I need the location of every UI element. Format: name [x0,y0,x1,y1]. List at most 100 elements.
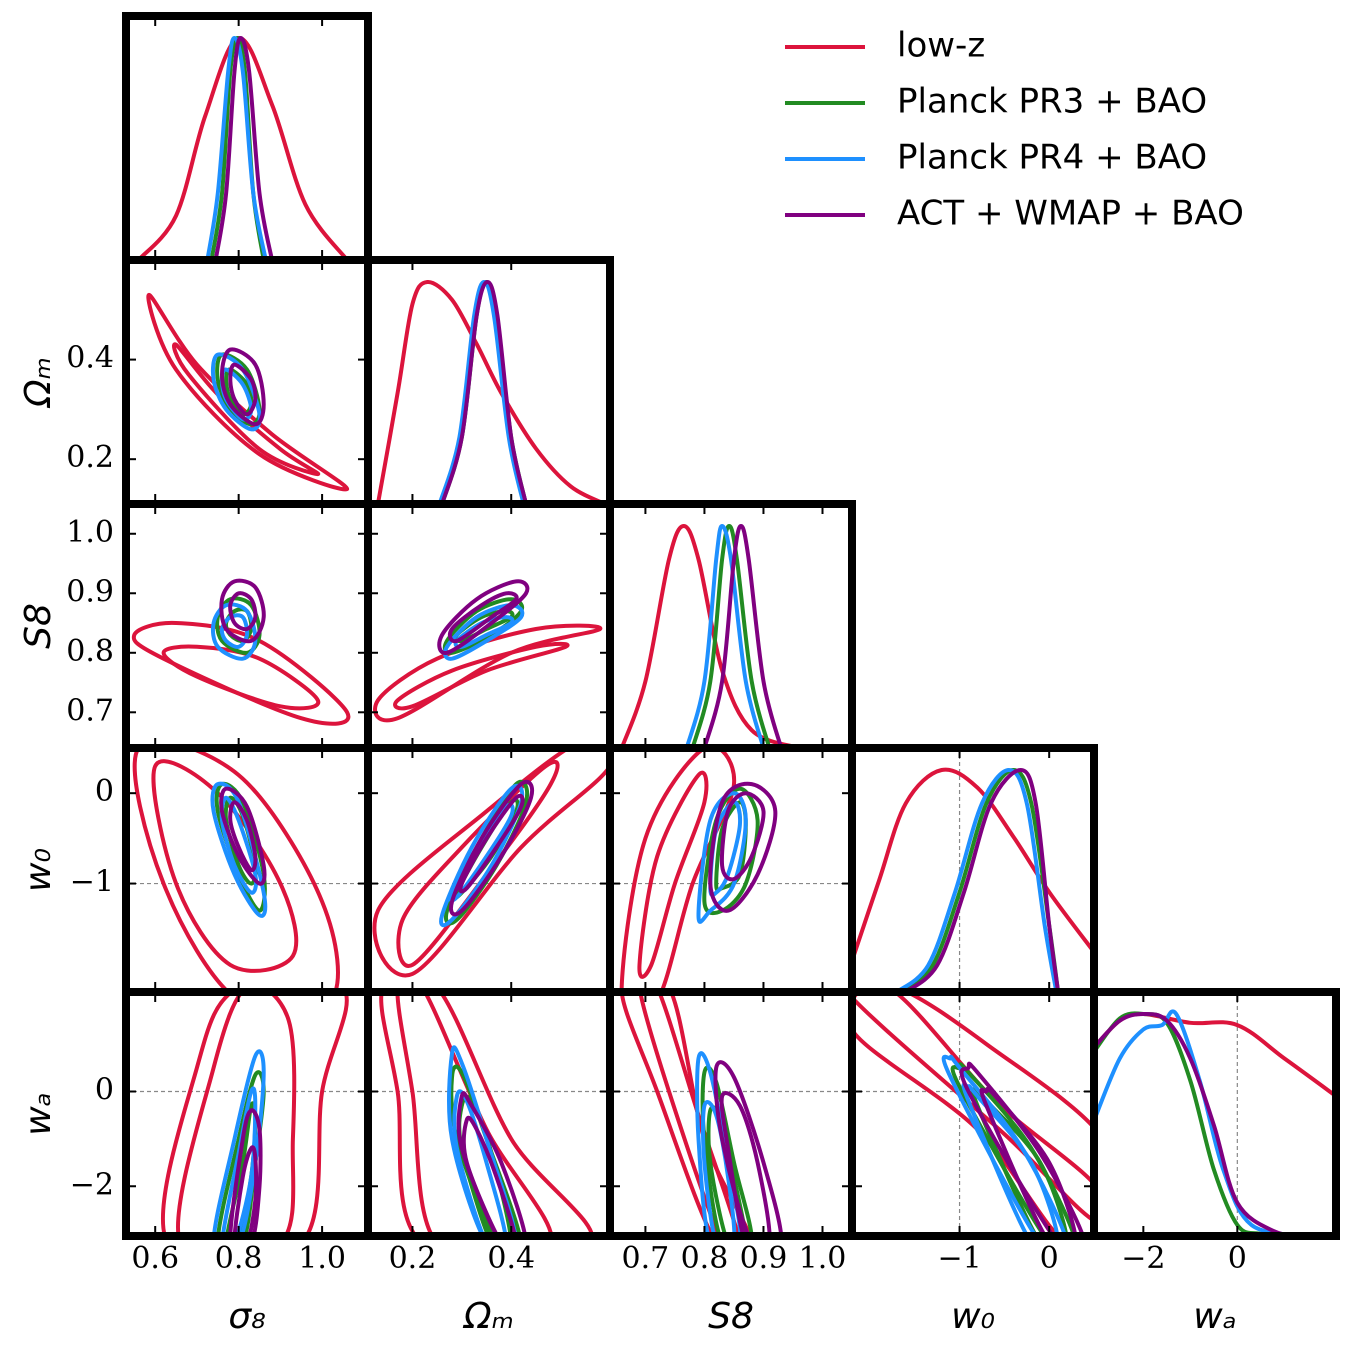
x-tick-label: 0.8 [215,1241,263,1276]
y-tick-label: −2 [70,1167,114,1202]
contour [211,1049,266,1236]
contour [228,800,258,873]
contour [696,791,748,924]
panel [610,748,852,992]
contour [695,1051,743,1236]
x-tick-label: 0.7 [622,1241,670,1276]
contour [437,579,530,655]
y-axis-label: Ωₘ [18,357,59,409]
contour [146,292,350,492]
contour [637,770,709,979]
contour [719,1091,772,1236]
x-tick-label: 0.8 [681,1241,729,1276]
marginal-curve [904,767,1061,992]
y-axis-label: wₐ [18,1092,59,1136]
marginal-curve [702,523,784,748]
contour [638,992,741,1236]
legend-label: ACT + WMAP + BAO [897,194,1244,234]
contour [979,1086,1078,1236]
contour [219,578,266,644]
x-axis-label: wₐ [1193,1296,1237,1337]
y-axis-label: w₀ [18,848,59,892]
contour [448,779,534,917]
contour [219,786,267,886]
x-tick-label: 0.4 [487,1241,535,1276]
panel [619,523,800,748]
y-tick-label: 0.7 [66,693,114,728]
y-tick-label: 1.0 [66,515,114,550]
x-tick-label: 0 [1228,1241,1247,1276]
contour [447,591,519,644]
y-tick-label: 0 [95,1072,114,1107]
contour [393,641,570,711]
x-tick-label: −2 [1121,1241,1165,1276]
contour [456,1091,528,1236]
contour [160,992,349,1236]
contour [228,1108,263,1236]
panel [368,992,610,1236]
panel [136,35,349,260]
contour [210,602,258,661]
contour [215,596,262,655]
marginal-curve [1094,1009,1309,1236]
panel [610,992,852,1236]
contour [961,1082,1060,1236]
x-axis-label: Ωₘ [462,1296,514,1337]
marginal-curve [895,767,1059,992]
panel [375,279,607,504]
contour [461,1115,517,1236]
x-tick-label: 0.6 [131,1241,179,1276]
contour [372,748,610,978]
contour [219,613,250,649]
panel [146,292,350,492]
contour [210,781,268,918]
x-axis-label: σ₈ [228,1296,265,1337]
contour [950,1062,1077,1236]
panel [131,578,351,726]
panel [1094,992,1336,1236]
contour [443,603,525,661]
panel [126,992,368,1236]
contour [959,1061,1085,1236]
y-tick-label: −1 [70,865,114,900]
x-tick-label: 0 [1040,1241,1059,1276]
contour [941,1054,1068,1236]
marginal-curve [690,523,772,748]
panel [126,748,368,992]
marginal-curve [213,35,274,260]
legend-label: low-z [897,26,985,66]
contour [373,623,603,723]
contour [151,759,299,973]
x-tick-label: 1.0 [298,1241,346,1276]
x-axis-label: w₀ [951,1296,995,1337]
contour [447,1045,518,1236]
contour [219,795,259,895]
panel [852,992,1094,1236]
x-axis-label: S8 [708,1296,754,1337]
contour [852,992,1094,1223]
marginal-curve [375,279,607,504]
panel [852,748,1094,992]
contour [719,791,766,882]
panel-frame [1090,988,1340,1240]
contour [458,793,525,894]
contour [713,1060,784,1236]
marginal-curve [1094,1011,1309,1236]
contour [619,748,737,992]
contour [708,781,778,913]
contour [219,347,266,427]
y-tick-label: 0 [95,774,114,809]
contour [396,759,560,968]
marginal-curve [205,35,268,260]
y-tick-label: 0.4 [66,341,114,376]
contour [395,992,554,1236]
contour [161,644,321,711]
contour [232,1145,259,1236]
panel-frame [606,500,856,752]
marginal-curve [684,523,766,748]
contour [379,992,594,1236]
y-tick-label: 0.9 [66,574,114,609]
legend-label: Planck PR4 + BAO [897,138,1207,178]
marginal-curve [1094,1011,1336,1098]
